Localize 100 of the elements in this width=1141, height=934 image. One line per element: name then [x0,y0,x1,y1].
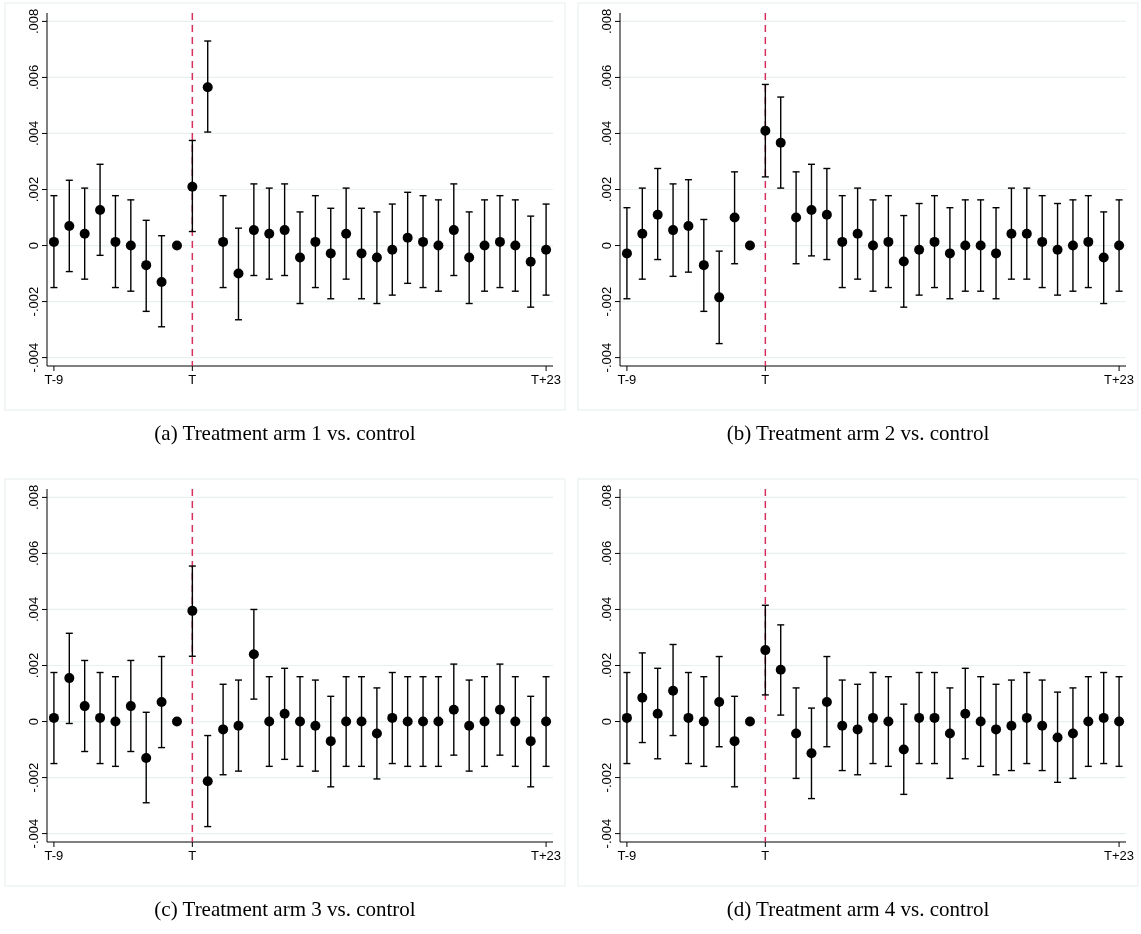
point [883,716,894,727]
point [156,696,167,707]
point [914,712,925,723]
point [852,724,863,735]
point [418,236,429,247]
point [944,728,955,739]
point [852,228,863,239]
y-tick-label: .008 [599,484,614,511]
point [418,716,429,727]
point [125,240,136,251]
point [264,716,275,727]
y-tick-label: .006 [26,64,41,91]
point [1067,240,1078,251]
point [171,240,182,251]
y-tick-label: .006 [599,64,614,91]
y-tick-label: 0 [26,717,41,726]
x-tick-label: T+23 [531,372,562,387]
y-tick-label: 0 [599,241,614,250]
point [621,712,632,723]
point [898,256,909,267]
point [48,236,59,247]
point [510,716,521,727]
point [279,225,290,236]
point [248,225,259,236]
x-tick-label: T-9 [44,372,64,387]
y-tick-label: -.002 [599,286,614,317]
point [325,736,336,747]
point [944,248,955,259]
point [1052,244,1063,255]
point [171,716,182,727]
point [494,704,505,715]
x-tick-label: T [761,848,770,863]
point [991,724,1002,735]
point [141,260,152,271]
point [760,125,771,136]
point [95,204,106,215]
point [448,225,459,236]
point [637,692,648,703]
point [1083,716,1094,727]
point [714,696,725,707]
text: (c) Treatment arm 3 vs. control [154,897,416,921]
y-tick-label: -.004 [599,818,614,849]
point [1021,712,1032,723]
point [479,240,490,251]
point [510,240,521,251]
y-tick-label: .008 [26,8,41,35]
point [402,716,413,727]
point [914,244,925,255]
point [187,181,198,192]
point [371,252,382,263]
point [637,228,648,239]
point [760,645,771,656]
point [714,292,725,303]
y-tick-label: .004 [26,596,41,623]
point [1037,720,1048,731]
point [79,701,90,712]
y-tick-label: -.002 [26,286,41,317]
point [898,744,909,755]
point [479,716,490,727]
point [791,212,802,223]
point [387,712,398,723]
point [975,716,986,727]
text: (b) Treatment arm 2 vs. control [726,421,990,445]
point [371,728,382,739]
y-tick-label: -.002 [599,762,614,793]
point [110,236,121,247]
point [791,728,802,739]
point [652,708,663,719]
y-tick-label: .002 [26,652,41,679]
point [775,664,786,675]
point [1098,712,1109,723]
point [218,724,229,735]
point [806,204,817,215]
point [1114,716,1125,727]
x-tick-label: T-9 [44,848,64,863]
y-tick-label: .004 [599,120,614,147]
point [310,720,321,731]
point [652,209,663,220]
point [821,696,832,707]
x-tick-label: T+23 [1104,372,1135,387]
y-tick-label: 0 [599,717,614,726]
y-tick-label: .006 [599,540,614,567]
point [744,240,755,251]
point [156,276,167,287]
point [868,712,878,723]
y-tick-label: .008 [26,484,41,511]
point [187,605,198,616]
point [683,220,694,231]
text: (d) Treatment arm 4 vs. control [726,897,990,921]
x-tick-label: T+23 [1104,848,1135,863]
point [464,252,475,263]
point [141,752,152,763]
point [1083,236,1094,247]
point [125,701,136,712]
y-tick-label: -.004 [599,342,614,373]
point [341,228,352,239]
point [868,240,878,251]
y-tick-label: .002 [599,176,614,203]
point [433,240,444,251]
point [621,248,632,259]
